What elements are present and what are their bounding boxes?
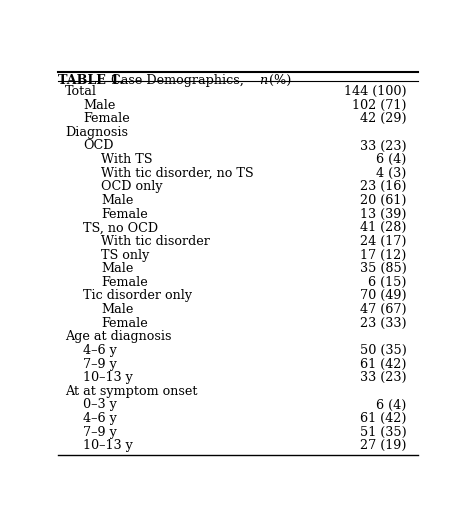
Text: 4–6 y: 4–6 y bbox=[83, 344, 117, 357]
Text: 27 (19): 27 (19) bbox=[360, 439, 406, 452]
Text: 10–13 y: 10–13 y bbox=[83, 439, 133, 452]
Text: Female: Female bbox=[101, 276, 148, 289]
Text: 42 (29): 42 (29) bbox=[359, 112, 406, 125]
Text: With TS: With TS bbox=[101, 153, 152, 166]
Text: Male: Male bbox=[101, 262, 133, 275]
Text: 6 (4): 6 (4) bbox=[375, 153, 406, 166]
Text: 10–13 y: 10–13 y bbox=[83, 371, 133, 384]
Text: (%): (%) bbox=[264, 74, 290, 86]
Text: 70 (49): 70 (49) bbox=[359, 289, 406, 302]
Text: 0–3 y: 0–3 y bbox=[83, 398, 117, 412]
Text: 33 (23): 33 (23) bbox=[359, 139, 406, 153]
Text: 6 (4): 6 (4) bbox=[375, 398, 406, 412]
Text: 7–9 y: 7–9 y bbox=[83, 426, 117, 439]
Text: Tic disorder only: Tic disorder only bbox=[83, 289, 192, 302]
Text: 6 (15): 6 (15) bbox=[368, 276, 406, 289]
Text: Male: Male bbox=[83, 99, 115, 112]
Text: 41 (28): 41 (28) bbox=[360, 221, 406, 234]
Text: Age at diagnosis: Age at diagnosis bbox=[65, 331, 171, 343]
Text: 24 (17): 24 (17) bbox=[360, 235, 406, 248]
Text: 23 (33): 23 (33) bbox=[359, 317, 406, 329]
Text: 47 (67): 47 (67) bbox=[359, 303, 406, 316]
Text: Female: Female bbox=[83, 112, 130, 125]
Text: Diagnosis: Diagnosis bbox=[65, 126, 128, 139]
Text: OCD only: OCD only bbox=[101, 180, 163, 193]
Text: 4–6 y: 4–6 y bbox=[83, 412, 117, 425]
Text: Total: Total bbox=[65, 85, 97, 98]
Text: n: n bbox=[258, 74, 266, 86]
Text: Male: Male bbox=[101, 194, 133, 207]
Text: With tic disorder: With tic disorder bbox=[101, 235, 210, 248]
Text: With tic disorder, no TS: With tic disorder, no TS bbox=[101, 167, 253, 180]
Text: 4 (3): 4 (3) bbox=[375, 167, 406, 180]
Text: 33 (23): 33 (23) bbox=[359, 371, 406, 384]
Text: 7–9 y: 7–9 y bbox=[83, 358, 117, 371]
Text: Female: Female bbox=[101, 317, 148, 329]
Text: Male: Male bbox=[101, 303, 133, 316]
Text: 61 (42): 61 (42) bbox=[360, 358, 406, 371]
Text: 35 (85): 35 (85) bbox=[359, 262, 406, 275]
Text: 102 (71): 102 (71) bbox=[351, 99, 406, 112]
Text: TS only: TS only bbox=[101, 249, 149, 262]
Text: 23 (16): 23 (16) bbox=[360, 180, 406, 193]
Text: 50 (35): 50 (35) bbox=[359, 344, 406, 357]
Text: Female: Female bbox=[101, 208, 148, 221]
Text: 17 (12): 17 (12) bbox=[360, 249, 406, 262]
Text: 20 (61): 20 (61) bbox=[360, 194, 406, 207]
Text: OCD: OCD bbox=[83, 139, 113, 153]
Text: 61 (42): 61 (42) bbox=[360, 412, 406, 425]
Text: 51 (35): 51 (35) bbox=[359, 426, 406, 439]
Text: Case Demographics,: Case Demographics, bbox=[111, 74, 248, 86]
Text: 13 (39): 13 (39) bbox=[360, 208, 406, 221]
Text: 144 (100): 144 (100) bbox=[344, 85, 406, 98]
Text: TS, no OCD: TS, no OCD bbox=[83, 221, 158, 234]
Text: TABLE 1.: TABLE 1. bbox=[58, 74, 123, 86]
Text: At at symptom onset: At at symptom onset bbox=[65, 385, 197, 398]
